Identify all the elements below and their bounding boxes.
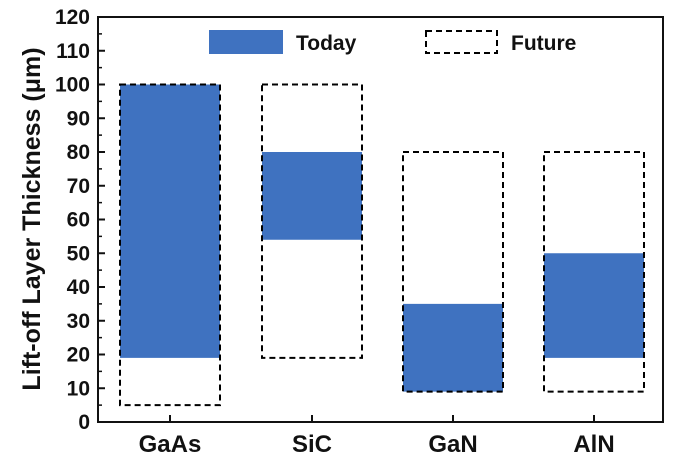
- y-tick-label: 50: [67, 242, 90, 265]
- y-axis-title: Lift-off Layer Thickness (μm): [18, 47, 46, 390]
- bar-today-aln: [544, 253, 644, 358]
- legend-today-swatch: [209, 30, 283, 54]
- y-tick-label: 110: [56, 40, 90, 63]
- x-axis: GaAs SiC GaN AlN: [139, 415, 615, 458]
- legend-future-swatch: [425, 30, 498, 54]
- x-tick-label-gaas: GaAs: [139, 431, 202, 458]
- y-tick-label: 90: [67, 107, 90, 130]
- x-tick-label-gan: GaN: [428, 431, 477, 458]
- bar-future-gan: [402, 151, 504, 393]
- y-tick-label: 100: [55, 74, 90, 97]
- bar-today-gaas: [120, 84, 220, 358]
- y-tick-label: 120: [55, 6, 90, 29]
- y-tick-label: 30: [67, 310, 90, 333]
- bar-today-sic: [262, 152, 362, 240]
- future-bars: [119, 83, 645, 407]
- today-bars: [120, 84, 644, 392]
- y-tick-label: 40: [67, 276, 90, 299]
- y-tick-label: 0: [78, 411, 90, 434]
- y-tick-label: 60: [67, 209, 90, 232]
- bar-future-aln: [543, 151, 645, 393]
- y-axis: 0 10 20 30 40 50 60 70 80 90 100 110 120: [55, 6, 105, 434]
- legend: Today Future: [209, 30, 576, 55]
- y-tick-label: 80: [67, 141, 90, 164]
- y-tick-label: 10: [67, 377, 90, 400]
- legend-future-label: Future: [511, 32, 576, 55]
- y-tick-label: 20: [67, 344, 90, 367]
- x-tick-label-sic: SiC: [292, 431, 332, 458]
- bar-today-gan: [403, 303, 503, 392]
- y-tick-label: 70: [67, 175, 90, 198]
- legend-today-label: Today: [296, 32, 357, 55]
- bar-future-sic: [261, 83, 363, 359]
- x-tick-label-aln: AlN: [573, 431, 614, 458]
- bar-future-gaas: [119, 83, 221, 407]
